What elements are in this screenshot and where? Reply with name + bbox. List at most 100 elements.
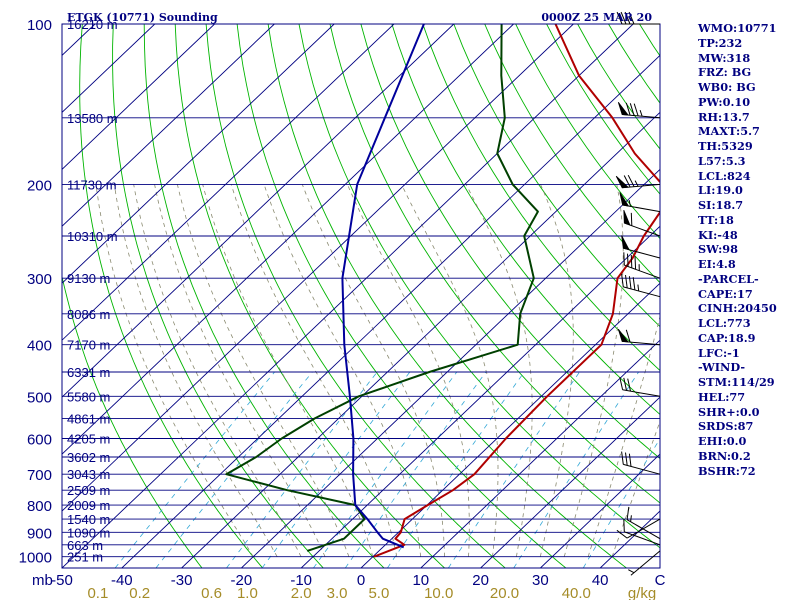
- wind-barb-flag: [620, 11, 627, 25]
- wind-barb: [623, 209, 661, 237]
- index-line: EHI:0.0: [698, 434, 747, 448]
- index-line: MAXT:5.7: [698, 124, 760, 139]
- isotherm: [62, 24, 215, 170]
- wind-barb-shaft: [622, 389, 661, 397]
- wind-barb-flag: [628, 276, 632, 289]
- station-title: ETGK (10771) Sounding: [67, 11, 218, 24]
- index-line: MW:318: [698, 50, 751, 65]
- height-label: 3043 m: [67, 467, 110, 482]
- height-label: 5580 m: [67, 389, 110, 404]
- isotherm: [62, 24, 455, 398]
- dry-adiabat: [391, 24, 660, 416]
- temperature-tick-label: 0: [357, 572, 365, 589]
- index-line: FRZ: BG: [698, 65, 752, 80]
- index-line: BRN:0.2: [698, 448, 751, 463]
- mixing-ratio-label: 2.0: [291, 585, 312, 600]
- height-label: 7170 m: [67, 338, 110, 353]
- isotherm: [62, 24, 574, 512]
- index-line: SI:18.7: [698, 198, 744, 212]
- wind-barb-flag: [628, 11, 635, 25]
- index-line: SRDS:87: [698, 419, 754, 434]
- wind-barb-flag: [630, 254, 633, 268]
- index-line: CINH:20450: [698, 301, 777, 316]
- dry-adiabat: [112, 24, 324, 568]
- wind-barb-flag: [623, 377, 627, 391]
- moist-adiabat: [95, 184, 254, 557]
- index-line: PW:0.10: [698, 94, 751, 109]
- index-line: -PARCEL-: [698, 271, 759, 286]
- height-label: 6331 m: [67, 365, 110, 380]
- wind-barb-pennant: [619, 192, 630, 207]
- mixing-ratio-line: [447, 371, 580, 568]
- wind-barb: [626, 506, 661, 540]
- wind-barb-pennant: [623, 209, 631, 226]
- isotherm: [480, 396, 660, 568]
- height-label: 4861 m: [67, 411, 110, 426]
- wind-barb-flag: [634, 256, 637, 270]
- wind-barb-flag: [625, 275, 628, 288]
- wind-barb-flag: [621, 451, 624, 465]
- mixing-ratio-label: 0.1: [87, 585, 108, 600]
- grid-lines: [62, 24, 660, 568]
- moist-adiabat: [230, 184, 398, 557]
- index-line: SW:98: [698, 242, 738, 257]
- wind-barb-flag: [623, 518, 625, 532]
- isotherm: [62, 24, 634, 568]
- index-line: SHR+:0.0: [698, 404, 760, 419]
- index-line: WMO:10771: [698, 21, 777, 35]
- mixing-ratio-label: 20.0: [490, 585, 519, 600]
- mixing-ratio-label: 3.0: [327, 585, 348, 600]
- temperature-tick-label: 30: [532, 572, 549, 589]
- pressure-tick-label: 900: [27, 525, 52, 542]
- wind-barb: [617, 101, 661, 119]
- wind-barb-flag: [627, 253, 629, 267]
- moist-adiabat: [263, 184, 422, 557]
- index-line: CAPE:17: [698, 286, 753, 301]
- height-label: 1090 m: [67, 525, 110, 540]
- index-line: LFC:-1: [698, 345, 740, 360]
- index-line: LI:19.0: [698, 183, 743, 198]
- temperature-unit-label: C: [655, 572, 666, 589]
- wind-barb-flag: [616, 11, 623, 25]
- wind-barb-pennant: [621, 235, 630, 251]
- sounding-curves: [225, 24, 660, 558]
- moist-adiabat: [401, 184, 499, 557]
- height-label: 2009 m: [67, 498, 110, 513]
- dewpoint-curve: [225, 24, 539, 552]
- isotherm: [62, 24, 514, 455]
- moist-adiabat: [301, 184, 445, 557]
- index-line: LCL:773: [698, 316, 751, 330]
- height-label: 4205 m: [67, 432, 110, 447]
- temperature-curve: [373, 24, 660, 558]
- mixing-ratio-line: [226, 371, 378, 568]
- wind-barb-flag: [627, 174, 635, 187]
- isotherm: [540, 453, 660, 568]
- index-line: STM:114/29: [698, 375, 775, 389]
- wind-barb-half-flag: [639, 109, 643, 117]
- plot-frame: [61, 23, 661, 569]
- height-label: 11730 m: [67, 177, 117, 192]
- pressure-unit-label: mb: [32, 572, 53, 589]
- moist-adiabat: [587, 314, 660, 557]
- temperature-tick-label: 10: [412, 572, 429, 589]
- dry-adiabat: [298, 24, 660, 549]
- height-label: 663 m: [67, 538, 103, 553]
- stability-indices-panel: WMO:10771 TP:232 MW:318 FRZ: BG WB0: BG PW:0.…: [698, 21, 798, 478]
- wind-barb: [623, 518, 661, 546]
- height-label: 2509 m: [67, 483, 110, 498]
- wind-barb: [615, 174, 661, 189]
- height-label: 8086 m: [67, 307, 110, 322]
- wind-barb-shaft: [630, 550, 661, 576]
- wind-barb-flag: [624, 11, 631, 25]
- wind-barb-half-flag: [628, 569, 635, 574]
- temperature-tick-label: -20: [231, 572, 253, 589]
- dry-adiabat: [360, 24, 660, 460]
- wind-barb-pennant: [617, 328, 629, 343]
- isotherm: [62, 24, 395, 341]
- mixing-ratio-unit-label: g/kg: [628, 585, 656, 600]
- wind-barb: [623, 252, 661, 279]
- height-label: 9130 m: [67, 271, 110, 286]
- dry-adiabat: [79, 24, 264, 568]
